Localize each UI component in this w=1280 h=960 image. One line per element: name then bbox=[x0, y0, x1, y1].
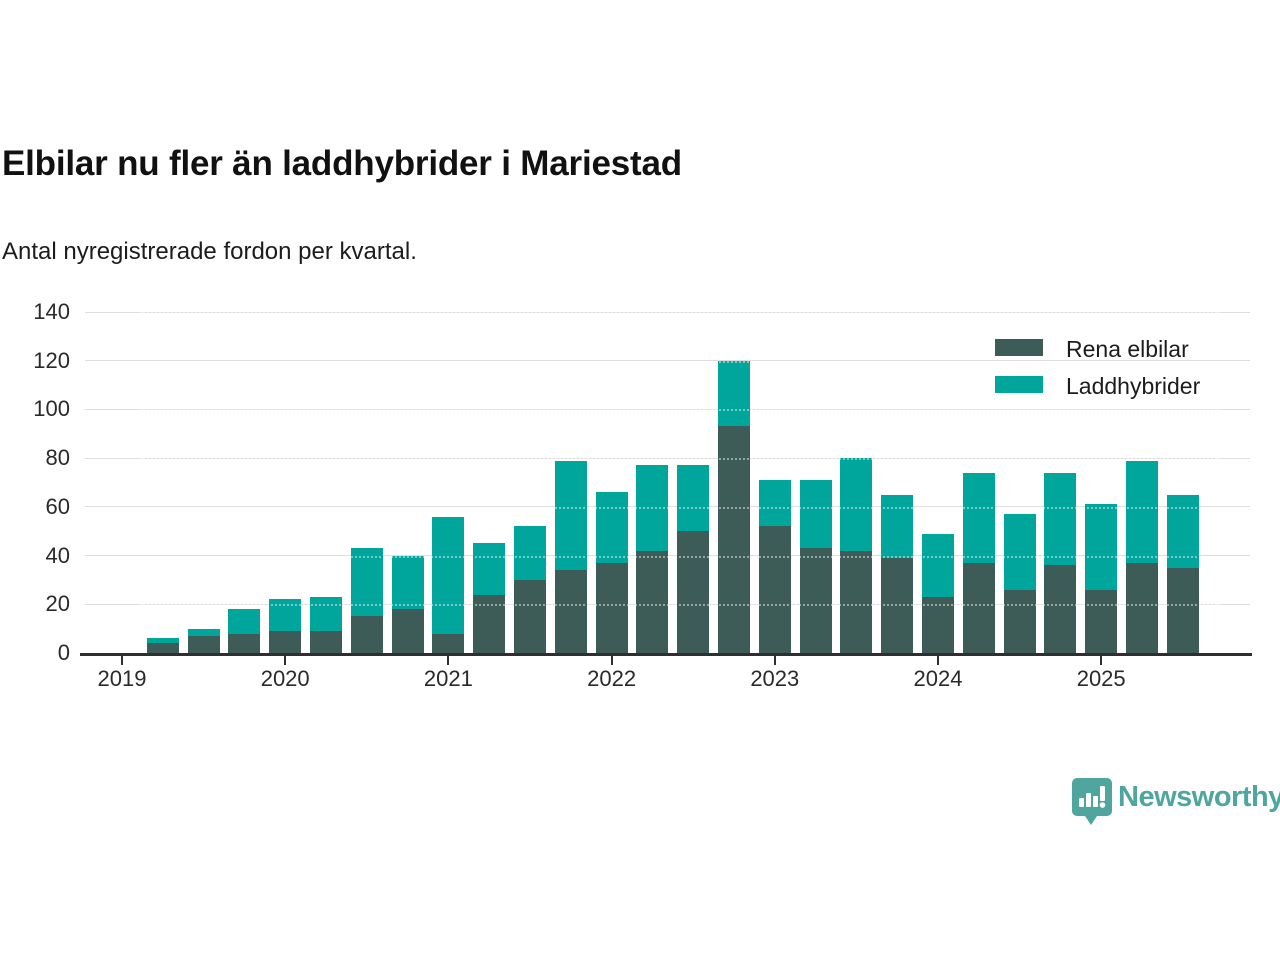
bar-2023-Q1-laddhybrider bbox=[758, 480, 791, 527]
bar-2025-Q3-rena-elbilar bbox=[1166, 567, 1199, 653]
dotted-gridline-80 bbox=[140, 458, 1220, 461]
bar-2020-Q1-rena-elbilar bbox=[269, 631, 302, 653]
bar-2023-Q1-rena-elbilar bbox=[758, 526, 791, 653]
bar-2020-Q1-laddhybrider bbox=[269, 599, 302, 632]
bar-2021-Q1-rena-elbilar bbox=[432, 633, 465, 653]
bar-2020-Q4-laddhybrider bbox=[391, 555, 424, 610]
bar-2024-Q2-rena-elbilar bbox=[962, 562, 995, 653]
bar-2021-Q3-laddhybrider bbox=[514, 526, 546, 580]
bar-2023-Q4-laddhybrider bbox=[881, 494, 914, 559]
x-tick-2019 bbox=[121, 656, 123, 665]
legend-swatch-laddhybrider bbox=[995, 376, 1043, 393]
bar-2022-Q2-laddhybrider bbox=[636, 465, 669, 551]
bar-2023-Q3-laddhybrider bbox=[840, 458, 873, 551]
bar-2024-Q4-laddhybrider bbox=[1044, 472, 1077, 566]
bar-2022-Q3-laddhybrider bbox=[677, 465, 710, 532]
bar-2024-Q4-rena-elbilar bbox=[1044, 565, 1077, 653]
bar-2022-Q2-rena-elbilar bbox=[636, 550, 669, 653]
x-tick-label-2021: 2021 bbox=[423, 666, 473, 691]
bar-2020-Q3-laddhybrider bbox=[350, 548, 383, 617]
dotted-gridline-60 bbox=[140, 506, 1220, 509]
x-tick-2023 bbox=[773, 656, 776, 665]
y-tick-label-0: 0 bbox=[57, 640, 70, 665]
x-tick-label-2022: 2022 bbox=[587, 666, 637, 691]
y-tick-label-20: 20 bbox=[45, 591, 70, 617]
dotted-gridline-140 bbox=[140, 312, 1220, 314]
y-tick-label-120: 120 bbox=[33, 347, 70, 373]
y-tick-label-60: 60 bbox=[45, 493, 70, 519]
bar-2019-Q3-laddhybrider bbox=[187, 628, 220, 636]
bar-2025-Q3-laddhybrider bbox=[1166, 494, 1199, 568]
bar-2022-Q1-laddhybrider bbox=[595, 492, 628, 563]
bar-2024-Q3-laddhybrider bbox=[1003, 514, 1036, 590]
bar-2022-Q4-rena-elbilar bbox=[718, 426, 750, 653]
chart-subtitle: Antal nyregistrerade fordon per kvartal. bbox=[2, 238, 417, 265]
gridline-120 bbox=[85, 360, 1250, 362]
bar-2019-Q4-laddhybrider bbox=[228, 609, 261, 634]
x-axis-line bbox=[80, 653, 1252, 656]
x-tick-label-2019: 2019 bbox=[97, 666, 147, 691]
brand-name: Newsworthy bbox=[1118, 781, 1280, 813]
y-tick-label-140: 140 bbox=[33, 299, 70, 324]
bar-2022-Q4-laddhybrider bbox=[718, 360, 750, 427]
bar-2025-Q2-rena-elbilar bbox=[1126, 562, 1158, 653]
legend-swatch-rena-elbilar bbox=[995, 339, 1043, 356]
y-axis: 0 20 40 60 80 100 120 140 bbox=[0, 0, 70, 960]
plot-area bbox=[80, 311, 1250, 653]
gridline-100 bbox=[85, 408, 1250, 410]
y-tick-label-40: 40 bbox=[45, 542, 70, 568]
bar-2020-Q2-rena-elbilar bbox=[310, 631, 342, 653]
bar-2020-Q3-rena-elbilar bbox=[350, 616, 383, 653]
bar-2021-Q4-laddhybrider bbox=[554, 460, 587, 571]
bar-2024-Q2-laddhybrider bbox=[962, 472, 995, 563]
y-tick-label-100: 100 bbox=[33, 396, 70, 422]
bar-2025-Q2-laddhybrider bbox=[1126, 460, 1158, 563]
legend-label: Laddhybrider bbox=[1066, 373, 1201, 399]
x-tick-2022 bbox=[610, 656, 613, 665]
bar-2022-Q3-rena-elbilar bbox=[677, 531, 710, 653]
gridline-140 bbox=[85, 311, 1250, 313]
bar-2024-Q1-laddhybrider bbox=[922, 533, 954, 597]
dotted-gridline-40 bbox=[140, 555, 1220, 558]
bar-2024-Q3-rena-elbilar bbox=[1003, 589, 1036, 653]
bar-2022-Q1-rena-elbilar bbox=[595, 562, 628, 653]
bar-2023-Q4-rena-elbilar bbox=[881, 558, 914, 653]
x-tick-2021 bbox=[447, 656, 450, 665]
bar-2021-Q2-rena-elbilar bbox=[473, 594, 506, 653]
chart-title: Elbilar nu fler än laddhybrider i Maries… bbox=[2, 144, 682, 183]
bar-2024-Q1-rena-elbilar bbox=[922, 596, 954, 653]
bar-2021-Q1-laddhybrider bbox=[432, 516, 465, 634]
x-tick-2020 bbox=[284, 656, 287, 665]
dotted-gridline-20 bbox=[140, 604, 1220, 607]
x-tick-label-2020: 2020 bbox=[260, 666, 310, 691]
x-tick-label-2024: 2024 bbox=[913, 666, 963, 691]
bar-2020-Q2-laddhybrider bbox=[310, 597, 342, 632]
dotted-gridline-120 bbox=[140, 360, 1220, 363]
bar-2021-Q3-rena-elbilar bbox=[514, 579, 546, 653]
bar-2020-Q4-rena-elbilar bbox=[391, 609, 424, 653]
gridline-80 bbox=[85, 457, 1250, 459]
x-tick-2025 bbox=[1100, 656, 1103, 665]
newsworthy-logo-icon bbox=[1072, 778, 1112, 825]
bar-2019-Q3-rena-elbilar bbox=[187, 635, 220, 653]
bar-2023-Q2-rena-elbilar bbox=[799, 548, 832, 653]
bar-2025-Q1-laddhybrider bbox=[1085, 504, 1118, 590]
x-tick-2024 bbox=[937, 656, 939, 665]
bar-2019-Q2-rena-elbilar bbox=[146, 643, 179, 653]
newsworthy-brand: Newsworthy bbox=[1070, 776, 1280, 826]
bar-2019-Q2-laddhybrider bbox=[146, 638, 179, 644]
y-tick-label-80: 80 bbox=[45, 445, 70, 471]
bar-2021-Q4-rena-elbilar bbox=[554, 570, 587, 653]
dotted-gridline-100 bbox=[140, 409, 1220, 412]
bar-2023-Q2-laddhybrider bbox=[799, 480, 832, 549]
x-tick-label-2023: 2023 bbox=[750, 666, 800, 691]
x-tick-label-2025: 2025 bbox=[1076, 666, 1126, 691]
bar-2023-Q3-rena-elbilar bbox=[840, 550, 873, 653]
bar-2021-Q2-laddhybrider bbox=[473, 543, 506, 595]
bar-2025-Q1-rena-elbilar bbox=[1085, 589, 1118, 653]
legend-label: Rena elbilar bbox=[1066, 336, 1189, 362]
bar-2019-Q4-rena-elbilar bbox=[228, 633, 261, 653]
